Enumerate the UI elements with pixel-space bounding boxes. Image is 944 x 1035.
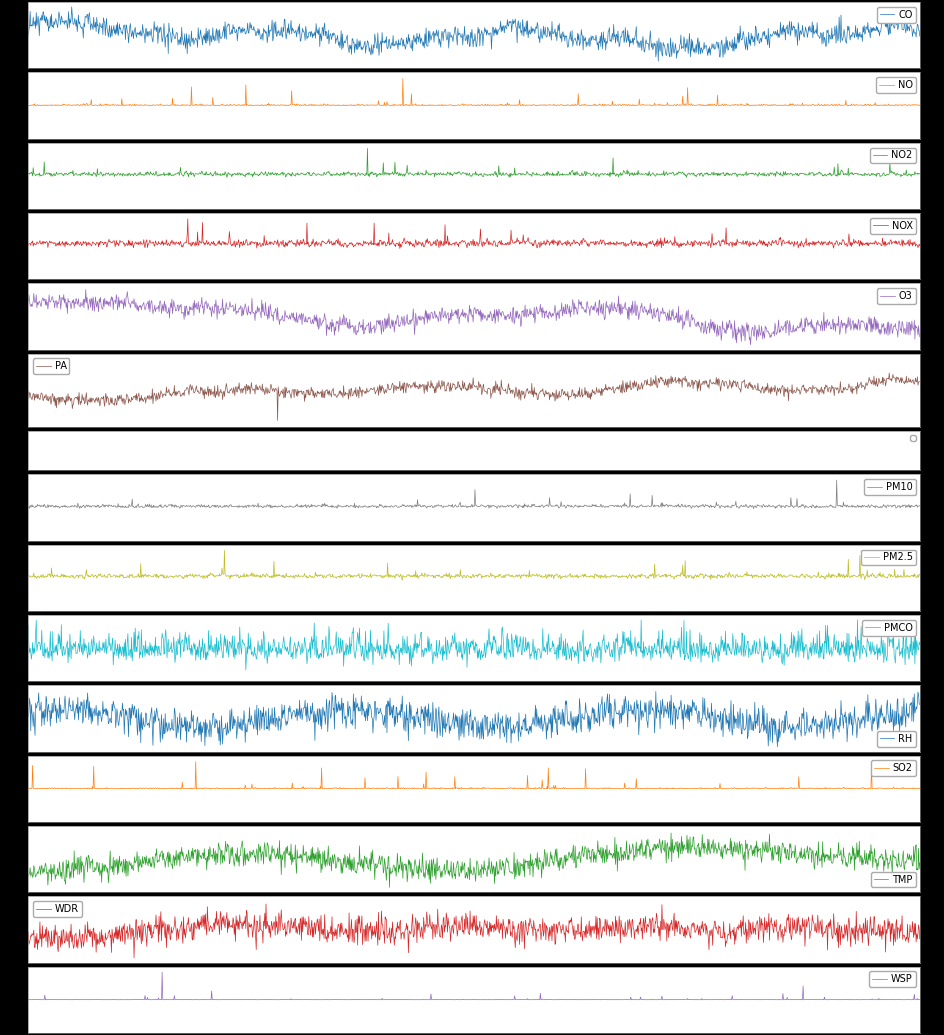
Legend: WSP: WSP: [869, 972, 916, 987]
Legend: CO: CO: [877, 7, 916, 23]
Legend: O3: O3: [878, 288, 916, 304]
Legend: PMCO: PMCO: [863, 620, 916, 635]
Legend: TMP: TMP: [871, 871, 916, 887]
Legend: RH: RH: [877, 731, 916, 747]
Legend: WDR: WDR: [33, 901, 81, 917]
Legend: PM10: PM10: [865, 479, 916, 495]
Legend: : [910, 436, 916, 441]
Legend: PA: PA: [33, 358, 70, 375]
Legend: SO2: SO2: [871, 761, 916, 776]
Legend: NOX: NOX: [870, 218, 916, 234]
Legend: PM2.5: PM2.5: [861, 550, 916, 565]
Legend: NO2: NO2: [870, 148, 916, 164]
Legend: NO: NO: [876, 78, 916, 93]
